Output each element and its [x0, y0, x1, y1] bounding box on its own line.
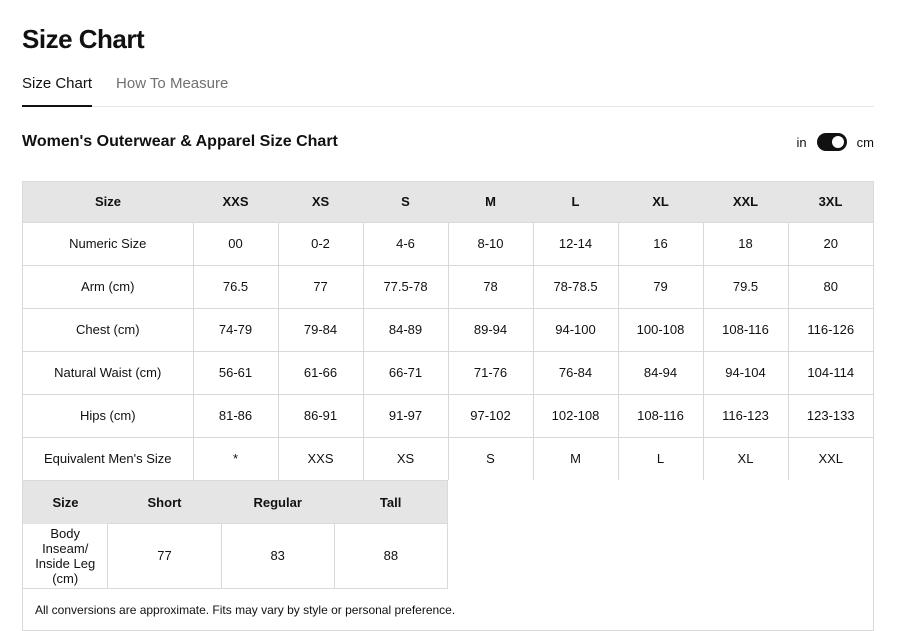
main-header-row: Size XXS XS S M L XL XXL 3XL — [23, 182, 873, 222]
row-label: Arm (cm) — [23, 264, 193, 308]
size-chart-box: Size XXS XS S M L XL XXL 3XL Numeric Siz… — [22, 181, 874, 631]
tab-bar: Size Chart How To Measure — [22, 75, 874, 107]
size-value: * — [192, 436, 278, 480]
size-value: 4-6 — [362, 221, 448, 265]
column-header: XXL — [703, 182, 788, 222]
column-header: XXS — [193, 182, 278, 222]
size-value: 123-133 — [787, 393, 873, 437]
size-value: 108-116 — [617, 393, 703, 437]
size-value: XL — [702, 436, 788, 480]
size-value: 77 — [277, 264, 363, 308]
tab-size-chart[interactable]: Size Chart — [22, 75, 93, 107]
size-value: 0-2 — [277, 221, 363, 265]
size-value: 94-100 — [532, 307, 618, 351]
size-value: L — [617, 436, 703, 480]
size-value: 108-116 — [702, 307, 788, 351]
size-value: 77 — [107, 523, 222, 589]
size-value: 116-123 — [702, 393, 788, 437]
section-header: Women's Outerwear & Apparel Size Chart i… — [22, 133, 874, 151]
column-header: XL — [618, 182, 703, 222]
table-row: Hips (cm) 81-86 86-91 91-97 97-102 102-1… — [23, 393, 873, 437]
size-value: 71-76 — [447, 350, 533, 394]
size-value: 116-126 — [787, 307, 873, 351]
column-header: L — [533, 182, 618, 222]
size-value: 78 — [447, 264, 533, 308]
size-value: 66-71 — [362, 350, 448, 394]
column-header: Size — [23, 182, 193, 222]
unit-toggle[interactable] — [816, 133, 847, 151]
size-value: 81-86 — [192, 393, 278, 437]
size-value: 00 — [192, 221, 278, 265]
size-value: 89-94 — [447, 307, 533, 351]
page-title: Size Chart — [22, 24, 145, 54]
size-value: 76.5 — [192, 264, 278, 308]
size-value: 80 — [787, 264, 873, 308]
size-value: 84-89 — [362, 307, 448, 351]
size-value: 16 — [617, 221, 703, 265]
tab-how-to-measure[interactable]: How To Measure — [116, 75, 229, 92]
footnote: All conversions are approximate. Fits ma… — [35, 602, 456, 617]
unit-toggle-group: in cm — [797, 133, 874, 151]
row-label: Equivalent Men's Size — [23, 436, 193, 480]
row-label: Numeric Size — [23, 221, 193, 265]
column-header: Regular — [221, 480, 335, 524]
size-value: 97-102 — [447, 393, 533, 437]
size-value: 20 — [787, 221, 873, 265]
row-label: Chest (cm) — [23, 307, 193, 351]
column-header: Short — [107, 480, 222, 524]
table-row: Body Inseam/ Inside Leg (cm) 77 83 88 — [23, 523, 448, 589]
table-row: Chest (cm) 74-79 79-84 84-89 89-94 94-10… — [23, 307, 873, 351]
size-value: 12-14 — [532, 221, 618, 265]
size-value: 74-79 — [192, 307, 278, 351]
size-value: XXL — [787, 436, 873, 480]
inseam-length-table: Size Short Regular Tall Body Inseam/ Ins… — [23, 480, 448, 589]
table-row: Natural Waist (cm) 56-61 61-66 66-71 71-… — [23, 350, 873, 394]
size-value: 79 — [617, 264, 703, 308]
column-header: XS — [278, 182, 363, 222]
size-value: 104-114 — [787, 350, 873, 394]
main-size-table: Size XXS XS S M L XL XXL 3XL Numeric Siz… — [23, 182, 873, 480]
size-value: 91-97 — [362, 393, 448, 437]
size-value: 88 — [333, 523, 448, 589]
length-header-row: Size Short Regular Tall — [23, 480, 448, 524]
size-value: 94-104 — [702, 350, 788, 394]
table-row: Equivalent Men's Size * XXS XS S M L XL … — [23, 436, 873, 480]
size-value: 77.5-78 — [362, 264, 448, 308]
column-header: 3XL — [788, 182, 873, 222]
column-header: Size — [23, 480, 108, 524]
column-header: M — [448, 182, 533, 222]
size-value: 18 — [702, 221, 788, 265]
size-value: 78-78.5 — [532, 264, 618, 308]
column-header: Tall — [334, 480, 448, 524]
table-row: Numeric Size 00 0-2 4-6 8-10 12-14 16 18… — [23, 221, 873, 265]
size-value: 56-61 — [192, 350, 278, 394]
size-value: 102-108 — [532, 393, 618, 437]
size-value: XXS — [277, 436, 363, 480]
column-header: S — [363, 182, 448, 222]
size-value: 79-84 — [277, 307, 363, 351]
size-value: 76-84 — [532, 350, 618, 394]
size-value: 8-10 — [447, 221, 533, 265]
size-value: 84-94 — [617, 350, 703, 394]
size-value: S — [447, 436, 533, 480]
row-label: Hips (cm) — [23, 393, 193, 437]
size-value: M — [532, 436, 618, 480]
unit-label-cm: cm — [856, 134, 874, 150]
row-label: Body Inseam/ Inside Leg (cm) — [23, 523, 108, 589]
unit-label-in: in — [796, 134, 807, 150]
table-row: Arm (cm) 76.5 77 77.5-78 78 78-78.5 79 7… — [23, 264, 873, 308]
section-title: Women's Outerwear & Apparel Size Chart — [22, 133, 338, 150]
size-value: XS — [362, 436, 448, 480]
size-value: 79.5 — [702, 264, 788, 308]
toggle-knob-icon — [831, 136, 844, 148]
size-value: 86-91 — [277, 393, 363, 437]
size-value: 61-66 — [277, 350, 363, 394]
size-value: 83 — [220, 523, 335, 589]
size-value: 100-108 — [617, 307, 703, 351]
row-label: Natural Waist (cm) — [23, 350, 193, 394]
